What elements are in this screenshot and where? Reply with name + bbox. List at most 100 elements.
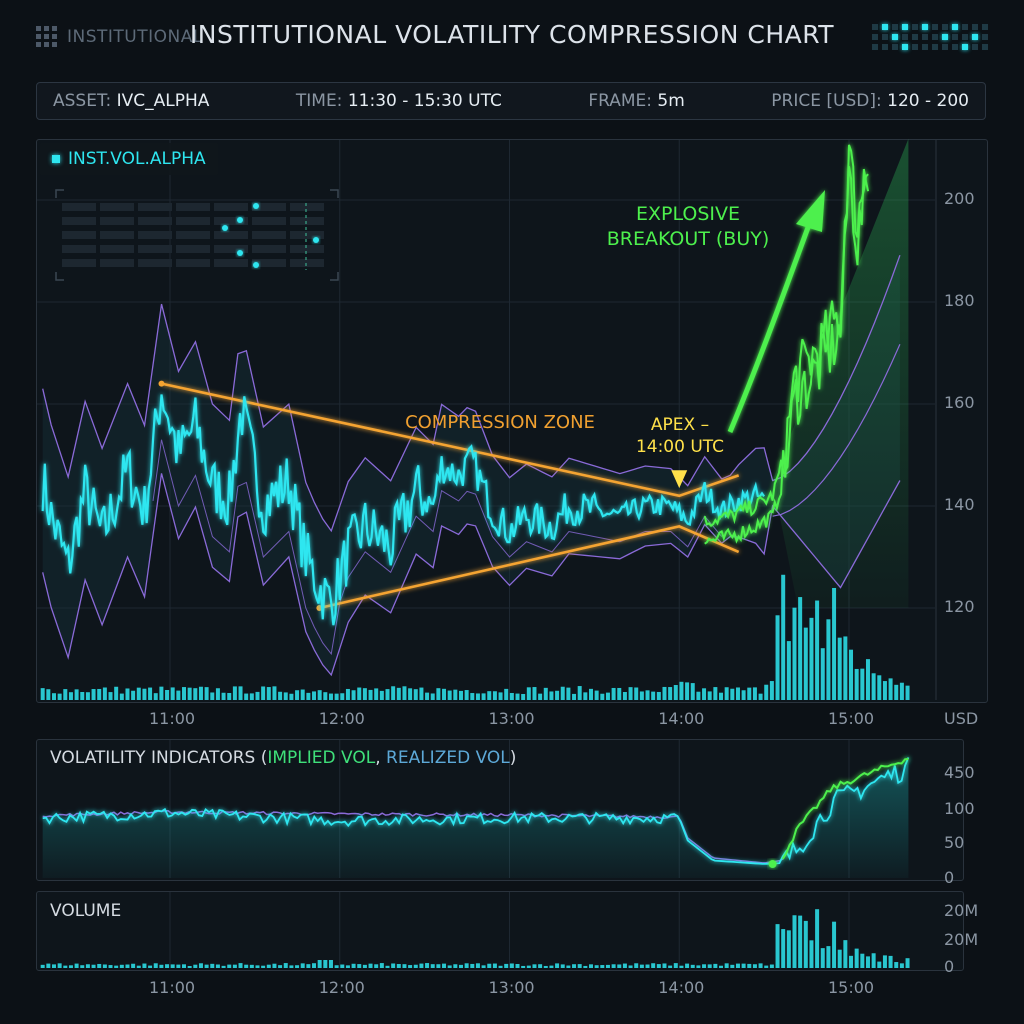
volume-bar — [102, 687, 107, 700]
matrix-dot — [237, 217, 243, 223]
volume-bar — [357, 687, 362, 700]
matrix-cell — [252, 231, 286, 239]
volume-bar — [702, 964, 707, 968]
volume-bar — [170, 687, 175, 700]
volume-bar — [702, 688, 707, 700]
volume-bar — [843, 940, 848, 968]
volume-bar — [187, 965, 192, 968]
volume-bar — [323, 692, 328, 700]
band-fill — [42, 255, 900, 675]
volume-bar — [210, 692, 215, 700]
matrix-cell — [176, 259, 210, 267]
volume-bar — [436, 688, 441, 700]
volume-bar — [46, 689, 51, 700]
matrix-cell — [62, 231, 96, 239]
volume-bar — [865, 659, 870, 700]
volume-bar — [430, 964, 435, 968]
volume-bar — [238, 963, 243, 968]
volume-bar — [583, 692, 588, 700]
matrix-cell — [290, 217, 324, 225]
volume-bar — [368, 963, 373, 968]
matrix-cell — [100, 203, 134, 211]
matrix-frame — [55, 189, 339, 281]
matrix-cell — [62, 245, 96, 253]
volume-bar — [622, 692, 627, 700]
volume-bar — [193, 688, 198, 700]
volume-bar — [91, 689, 96, 700]
volume-bar — [442, 963, 447, 968]
volume-bar — [80, 965, 85, 968]
volume-bar — [328, 960, 333, 968]
volume-bar — [854, 948, 859, 968]
volume-bar — [634, 963, 639, 968]
volume-bar — [617, 687, 622, 700]
volume-bar — [46, 963, 51, 968]
volume-bar — [617, 964, 622, 968]
y-unit-label: USD — [944, 709, 979, 728]
volume-bar — [379, 690, 384, 700]
implied-vol-line — [42, 810, 791, 864]
matrix-cell — [214, 245, 248, 253]
volume-bar — [758, 963, 763, 968]
volume-bar — [142, 963, 147, 968]
volume-bar — [272, 686, 277, 700]
volume-bar — [668, 965, 673, 968]
volume-bar — [837, 949, 842, 968]
volume-bar — [786, 641, 791, 700]
volume-bar — [752, 687, 757, 700]
volume-bar — [696, 691, 701, 700]
volume-bar — [622, 963, 627, 968]
volume-bar — [97, 688, 102, 700]
volume-bar — [232, 964, 237, 968]
volume-bar — [832, 587, 837, 700]
volume-bar — [894, 684, 899, 700]
volume-bar — [639, 964, 644, 968]
volume-bar — [769, 681, 774, 700]
volume-bar — [470, 693, 475, 700]
volume-bar — [182, 687, 187, 700]
volume-bar — [685, 963, 690, 968]
volume-bar — [447, 965, 452, 968]
volume-bar — [594, 965, 599, 968]
volume-bar — [351, 690, 356, 700]
volume-bar — [249, 693, 254, 700]
volume-bar — [221, 692, 226, 700]
volume-bar — [272, 963, 277, 968]
volume-bar — [639, 691, 644, 700]
volume-bar — [820, 948, 825, 968]
volume-bar — [509, 692, 514, 700]
x-tick-label: 13:00 — [488, 709, 535, 728]
matrix-cell — [62, 259, 96, 267]
matrix-dot — [313, 237, 319, 243]
volume-bar — [464, 690, 469, 700]
status-matrix-icon — [872, 24, 988, 50]
volume-bar — [786, 930, 791, 968]
volume-bar — [419, 963, 424, 968]
volume-bar — [673, 685, 678, 700]
volume-bar — [628, 965, 633, 968]
volume-bar — [888, 955, 893, 968]
volume-bar — [430, 693, 435, 700]
volume-bar — [543, 687, 548, 700]
volume-bar — [295, 690, 300, 700]
vol-y-tick-label: 450 — [944, 763, 975, 782]
volume-bar — [68, 692, 73, 700]
volume-bar — [600, 965, 605, 968]
volume-bar — [278, 965, 283, 968]
volume-bar — [696, 965, 701, 968]
volume-bar — [588, 964, 593, 968]
volume-bar — [153, 693, 158, 700]
volume-bar — [651, 963, 656, 968]
upper-trendline — [161, 382, 740, 498]
meta-asset: ASSET: IVC_ALPHA — [53, 91, 210, 111]
volume-bar — [498, 965, 503, 968]
legend-swatch — [52, 155, 60, 163]
volume-title: VOLUME — [50, 901, 122, 921]
volume-bar — [651, 691, 656, 700]
volume-bar — [63, 689, 68, 700]
volume-bar — [719, 965, 724, 968]
volume-bar — [526, 687, 531, 700]
volume-bar — [492, 963, 497, 968]
volume-bar — [153, 963, 158, 968]
